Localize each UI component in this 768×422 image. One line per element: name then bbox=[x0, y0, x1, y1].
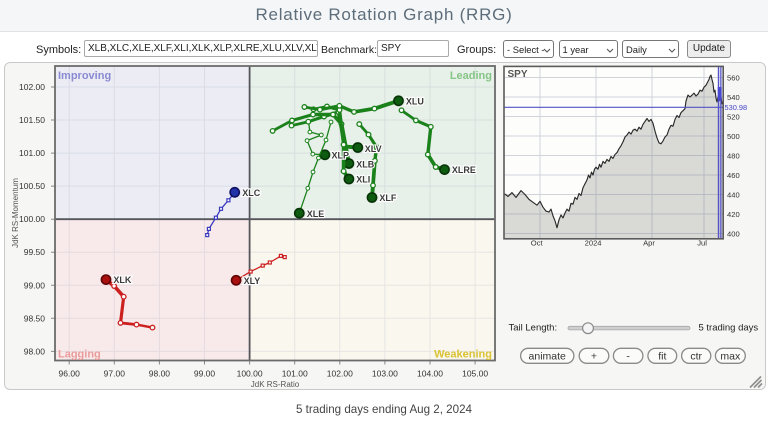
svg-text:XLP: XLP bbox=[332, 150, 350, 160]
svg-text:99.00: 99.00 bbox=[24, 280, 46, 290]
svg-text:104.00: 104.00 bbox=[417, 369, 443, 379]
svg-text:XLK: XLK bbox=[113, 275, 132, 285]
svg-text:2024: 2024 bbox=[585, 238, 602, 247]
svg-text:520: 520 bbox=[727, 112, 740, 121]
svg-text:400: 400 bbox=[727, 229, 740, 238]
svg-text:98.00: 98.00 bbox=[149, 369, 171, 379]
svg-text:102.00: 102.00 bbox=[19, 82, 45, 92]
svg-text:XLC: XLC bbox=[242, 188, 261, 198]
svg-text:102.00: 102.00 bbox=[327, 369, 353, 379]
svg-text:Weakening: Weakening bbox=[434, 349, 492, 361]
svg-text:480: 480 bbox=[727, 151, 740, 160]
svg-text:500: 500 bbox=[727, 132, 740, 141]
svg-text:XLU: XLU bbox=[406, 96, 424, 106]
svg-text:103.00: 103.00 bbox=[372, 369, 398, 379]
svg-text:Improving: Improving bbox=[58, 70, 111, 82]
svg-text:JdK RS-Momentum: JdK RS-Momentum bbox=[11, 178, 20, 248]
svg-text:max: max bbox=[720, 350, 741, 362]
svg-text:SPY: SPY bbox=[508, 69, 528, 80]
svg-text:JdK RS-Ratio: JdK RS-Ratio bbox=[251, 380, 300, 389]
svg-text:99.00: 99.00 bbox=[194, 369, 216, 379]
svg-text:XLRE: XLRE bbox=[452, 165, 476, 175]
svg-text:105.00: 105.00 bbox=[462, 369, 488, 379]
svg-text:XLF: XLF bbox=[379, 193, 397, 203]
svg-text:101.00: 101.00 bbox=[282, 369, 308, 379]
svg-text:100.50: 100.50 bbox=[19, 181, 45, 191]
svg-text:XLV: XLV bbox=[365, 144, 382, 154]
svg-text:530.98: 530.98 bbox=[725, 103, 748, 112]
svg-text:ctr: ctr bbox=[690, 350, 702, 362]
svg-text:Jul: Jul bbox=[697, 238, 707, 247]
svg-text:440: 440 bbox=[727, 190, 740, 199]
svg-text:5 trading days: 5 trading days bbox=[699, 322, 759, 333]
svg-text:Leading: Leading bbox=[450, 70, 492, 82]
svg-text:100.00: 100.00 bbox=[237, 369, 263, 379]
svg-text:Oct: Oct bbox=[531, 238, 544, 247]
svg-text:98.50: 98.50 bbox=[24, 313, 46, 323]
svg-text:XLI: XLI bbox=[356, 175, 370, 185]
svg-text:Lagging: Lagging bbox=[58, 349, 101, 361]
svg-text:-: - bbox=[626, 350, 630, 362]
svg-text:460: 460 bbox=[727, 171, 740, 180]
svg-text:97.00: 97.00 bbox=[104, 369, 126, 379]
svg-text:Apr: Apr bbox=[643, 238, 655, 247]
svg-text:XLE: XLE bbox=[307, 209, 325, 219]
svg-text:animate: animate bbox=[529, 350, 567, 362]
svg-text:560: 560 bbox=[727, 73, 740, 82]
svg-text:XLY: XLY bbox=[244, 276, 261, 286]
svg-text:101.00: 101.00 bbox=[19, 148, 45, 158]
svg-text:Tail Length:: Tail Length: bbox=[509, 322, 558, 333]
svg-text:98.00: 98.00 bbox=[24, 346, 46, 356]
svg-text:96.00: 96.00 bbox=[59, 369, 81, 379]
svg-text:101.50: 101.50 bbox=[19, 115, 45, 125]
svg-text:XLB: XLB bbox=[356, 160, 375, 170]
svg-text:540: 540 bbox=[727, 93, 740, 102]
svg-text:420: 420 bbox=[727, 210, 740, 219]
svg-text:fit: fit bbox=[658, 350, 666, 362]
svg-text:100.00: 100.00 bbox=[19, 214, 45, 224]
svg-text:+: + bbox=[591, 350, 597, 362]
svg-text:99.50: 99.50 bbox=[24, 247, 46, 257]
